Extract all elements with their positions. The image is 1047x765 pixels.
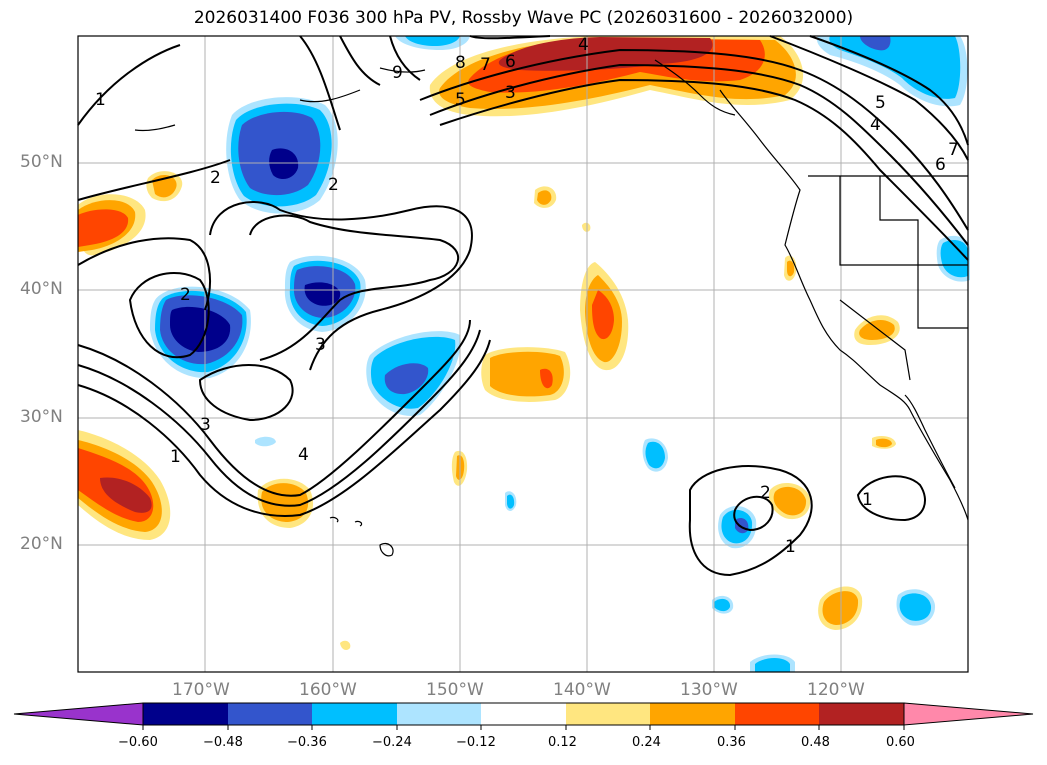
colorbar-extend-low bbox=[13, 702, 144, 726]
colorbar-tick-label: −0.12 bbox=[456, 735, 496, 750]
colorbar-segment bbox=[143, 703, 228, 725]
colorbar-tick-label: 0.48 bbox=[801, 735, 830, 750]
contour-label: 2 bbox=[210, 168, 221, 188]
contour-label: 5 bbox=[875, 93, 886, 113]
contour-label: 6 bbox=[935, 155, 946, 175]
colorbar-tick-label: 0.60 bbox=[886, 735, 915, 750]
graticule bbox=[78, 36, 968, 672]
anomaly-shading bbox=[78, 36, 970, 672]
lat-label: 50°N bbox=[20, 152, 63, 172]
lon-label: 160°W bbox=[299, 680, 357, 700]
colorbar-segment bbox=[819, 703, 904, 725]
contour-label: 4 bbox=[870, 115, 881, 135]
contour-label: 6 bbox=[505, 52, 516, 72]
contour-label: 3 bbox=[200, 415, 211, 435]
colorbar-tick-label: −0.60 bbox=[118, 735, 158, 750]
colorbar-tick-label: 0.24 bbox=[632, 735, 661, 750]
colorbar-segment bbox=[566, 703, 650, 725]
lat-label: 20°N bbox=[20, 534, 63, 554]
lat-label: 30°N bbox=[20, 407, 63, 427]
lon-label: 140°W bbox=[553, 680, 611, 700]
colorbar-tick-label: 0.12 bbox=[548, 735, 577, 750]
contour-label: 3 bbox=[505, 83, 516, 103]
contour-label: 2 bbox=[328, 175, 339, 195]
contour-label: 8 bbox=[455, 53, 466, 73]
lon-label: 130°W bbox=[680, 680, 738, 700]
contour-label: 1 bbox=[785, 537, 796, 557]
contour-label: 2 bbox=[180, 285, 191, 305]
contour-label: 4 bbox=[578, 35, 589, 55]
contour-labels: 1 2 3 4 5 6 7 8 9 1 2 3 3 4 4 5 6 7 1 2 … bbox=[95, 35, 959, 557]
colorbar-segment bbox=[735, 703, 819, 725]
contour-label: 4 bbox=[298, 445, 309, 465]
colorbar-segment bbox=[650, 703, 735, 725]
pv-contours bbox=[77, 35, 969, 577]
contour-label: 2 bbox=[760, 483, 771, 503]
contour-label: 1 bbox=[95, 90, 106, 110]
contour-label: 3 bbox=[315, 335, 326, 355]
contour-label: 7 bbox=[948, 140, 959, 160]
colorbar-segment bbox=[228, 703, 312, 725]
colorbar-tick-label: 0.36 bbox=[717, 735, 746, 750]
lon-label: 170°W bbox=[172, 680, 230, 700]
colorbar-segment bbox=[397, 703, 481, 725]
map-frame bbox=[77, 35, 969, 673]
contour-label: 7 bbox=[480, 55, 491, 75]
contour-label: 1 bbox=[170, 447, 181, 467]
contour-label: 5 bbox=[455, 90, 466, 110]
lat-label: 40°N bbox=[20, 279, 63, 299]
colorbar bbox=[13, 702, 1034, 730]
colorbar-segment bbox=[312, 703, 397, 725]
colorbar-segment bbox=[481, 703, 566, 725]
colorbar-tick-label: −0.24 bbox=[372, 735, 412, 750]
contour-label: 1 bbox=[862, 490, 873, 510]
chart-title: 2026031400 F036 300 hPa PV, Rossby Wave … bbox=[193, 8, 854, 28]
colorbar-tick-label: −0.48 bbox=[203, 735, 243, 750]
lon-label: 150°W bbox=[426, 680, 484, 700]
lon-label: 120°W bbox=[807, 680, 865, 700]
contour-label: 9 bbox=[392, 63, 403, 83]
colorbar-extend-high bbox=[903, 702, 1034, 726]
colorbar-tick-label: −0.36 bbox=[287, 735, 327, 750]
